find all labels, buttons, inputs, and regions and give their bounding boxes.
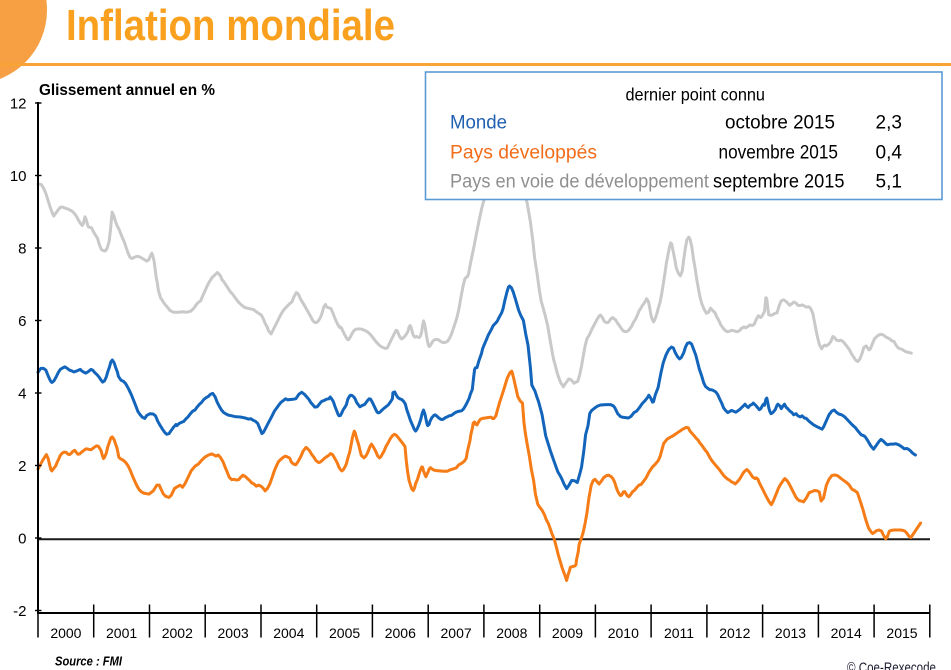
svg-text:0: 0 — [18, 530, 26, 547]
svg-text:-2: -2 — [13, 603, 26, 620]
svg-text:12: 12 — [10, 95, 27, 112]
svg-text:2014: 2014 — [831, 625, 862, 641]
svg-text:Glissement annuel en %: Glissement annuel en % — [39, 82, 215, 99]
svg-text:novembre 2015: novembre 2015 — [719, 143, 839, 164]
svg-text:septembre 2015: septembre 2015 — [713, 172, 845, 193]
svg-text:2011: 2011 — [664, 625, 694, 641]
svg-text:6: 6 — [18, 313, 26, 330]
svg-text:2007: 2007 — [441, 625, 472, 641]
svg-text:2013: 2013 — [775, 625, 806, 641]
svg-text:5,1: 5,1 — [876, 172, 903, 193]
svg-text:4: 4 — [18, 385, 26, 402]
svg-text:2005: 2005 — [329, 625, 360, 641]
svg-text:octobre 2015: octobre 2015 — [725, 113, 835, 134]
svg-text:2015: 2015 — [886, 625, 917, 641]
svg-text:Pays développés: Pays développés — [450, 143, 597, 164]
svg-text:2: 2 — [18, 458, 26, 475]
svg-text:0,4: 0,4 — [876, 143, 903, 164]
svg-text:2004: 2004 — [273, 625, 304, 641]
svg-text:2003: 2003 — [218, 625, 249, 641]
svg-text:Pays en voie de développement: Pays en voie de développement — [450, 172, 710, 193]
svg-text:2008: 2008 — [496, 625, 527, 641]
svg-text:2001: 2001 — [106, 625, 137, 641]
svg-text:dernier point connu: dernier point connu — [626, 85, 766, 105]
svg-text:8: 8 — [18, 240, 26, 257]
svg-text:2,3: 2,3 — [876, 113, 903, 134]
svg-text:2006: 2006 — [385, 625, 416, 641]
svg-text:2010: 2010 — [608, 625, 639, 641]
svg-text:© Coe-Rexecode: © Coe-Rexecode — [847, 660, 936, 670]
svg-text:10: 10 — [10, 168, 27, 185]
svg-text:2002: 2002 — [162, 625, 193, 641]
svg-text:2012: 2012 — [719, 625, 750, 641]
svg-text:Monde: Monde — [450, 113, 507, 134]
svg-text:2009: 2009 — [552, 625, 583, 641]
svg-text:2000: 2000 — [50, 625, 81, 641]
svg-text:Source : FMI: Source : FMI — [55, 655, 122, 669]
svg-text:Inflation mondiale: Inflation mondiale — [66, 1, 395, 50]
